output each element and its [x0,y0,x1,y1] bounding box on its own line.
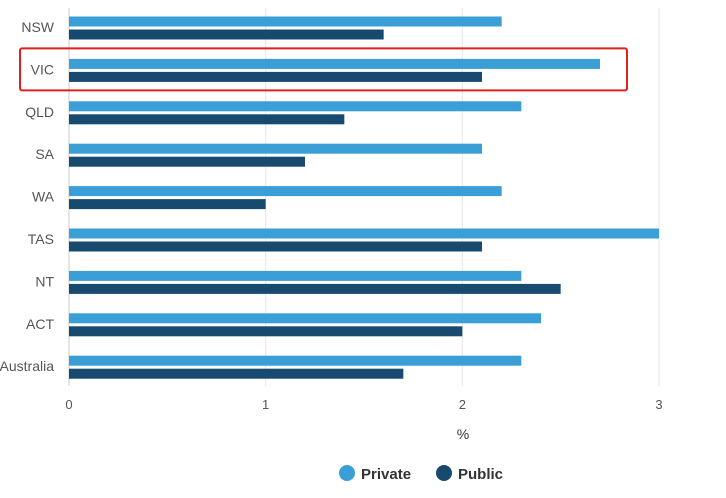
highlight-box-vic [19,47,628,92]
category-label-vic: VIC [31,61,54,77]
category-label-australia: Australia [0,358,54,374]
bar-public-wa[interactable] [69,199,266,210]
bar-private-tas[interactable] [69,228,659,239]
bar-public-act[interactable] [69,326,463,337]
category-label-act: ACT [26,316,54,332]
bar-public-nt[interactable] [69,283,561,294]
category-label-sa: SA [35,146,54,162]
bar-private-nt[interactable] [69,270,522,281]
x-tick-0: 0 [65,397,72,412]
legend-swatch-private [339,465,355,481]
bar-private-nsw[interactable] [69,16,502,27]
category-label-nsw: NSW [21,19,54,35]
bar-private-australia[interactable] [69,355,522,366]
category-label-qld: QLD [25,104,54,120]
bars [69,16,659,379]
bar-private-vic[interactable] [69,58,600,69]
x-tick-labels: 0 1 2 3 [65,397,662,412]
bar-private-sa[interactable] [69,143,482,154]
bar-public-australia[interactable] [69,368,404,379]
x-axis-title: % [457,426,469,442]
bar-private-qld[interactable] [69,101,522,112]
highlight-layer [19,47,628,92]
x-tick-1: 1 [262,397,269,412]
category-label-tas: TAS [28,231,54,247]
legend-item-public[interactable]: Public [436,465,503,483]
bar-public-tas[interactable] [69,241,482,252]
category-label-wa: WA [32,189,55,205]
bar-public-qld[interactable] [69,114,345,125]
x-tick-3: 3 [655,397,662,412]
legend-item-private[interactable]: Private [339,465,411,483]
legend-label-private: Private [361,466,411,483]
bar-private-wa[interactable] [69,186,502,197]
category-label-nt: NT [35,273,54,289]
legend-label-public: Public [458,466,503,483]
bar-private-act[interactable] [69,313,541,324]
legend[interactable]: Private Public [339,465,503,483]
bar-public-sa[interactable] [69,156,305,167]
category-labels: NSW VIC QLD SA WA TAS NT ACT Australia [0,19,55,374]
legend-swatch-public [436,465,452,481]
x-tick-2: 2 [459,397,466,412]
bar-public-nsw[interactable] [69,29,384,40]
bar-public-vic[interactable] [69,71,482,82]
